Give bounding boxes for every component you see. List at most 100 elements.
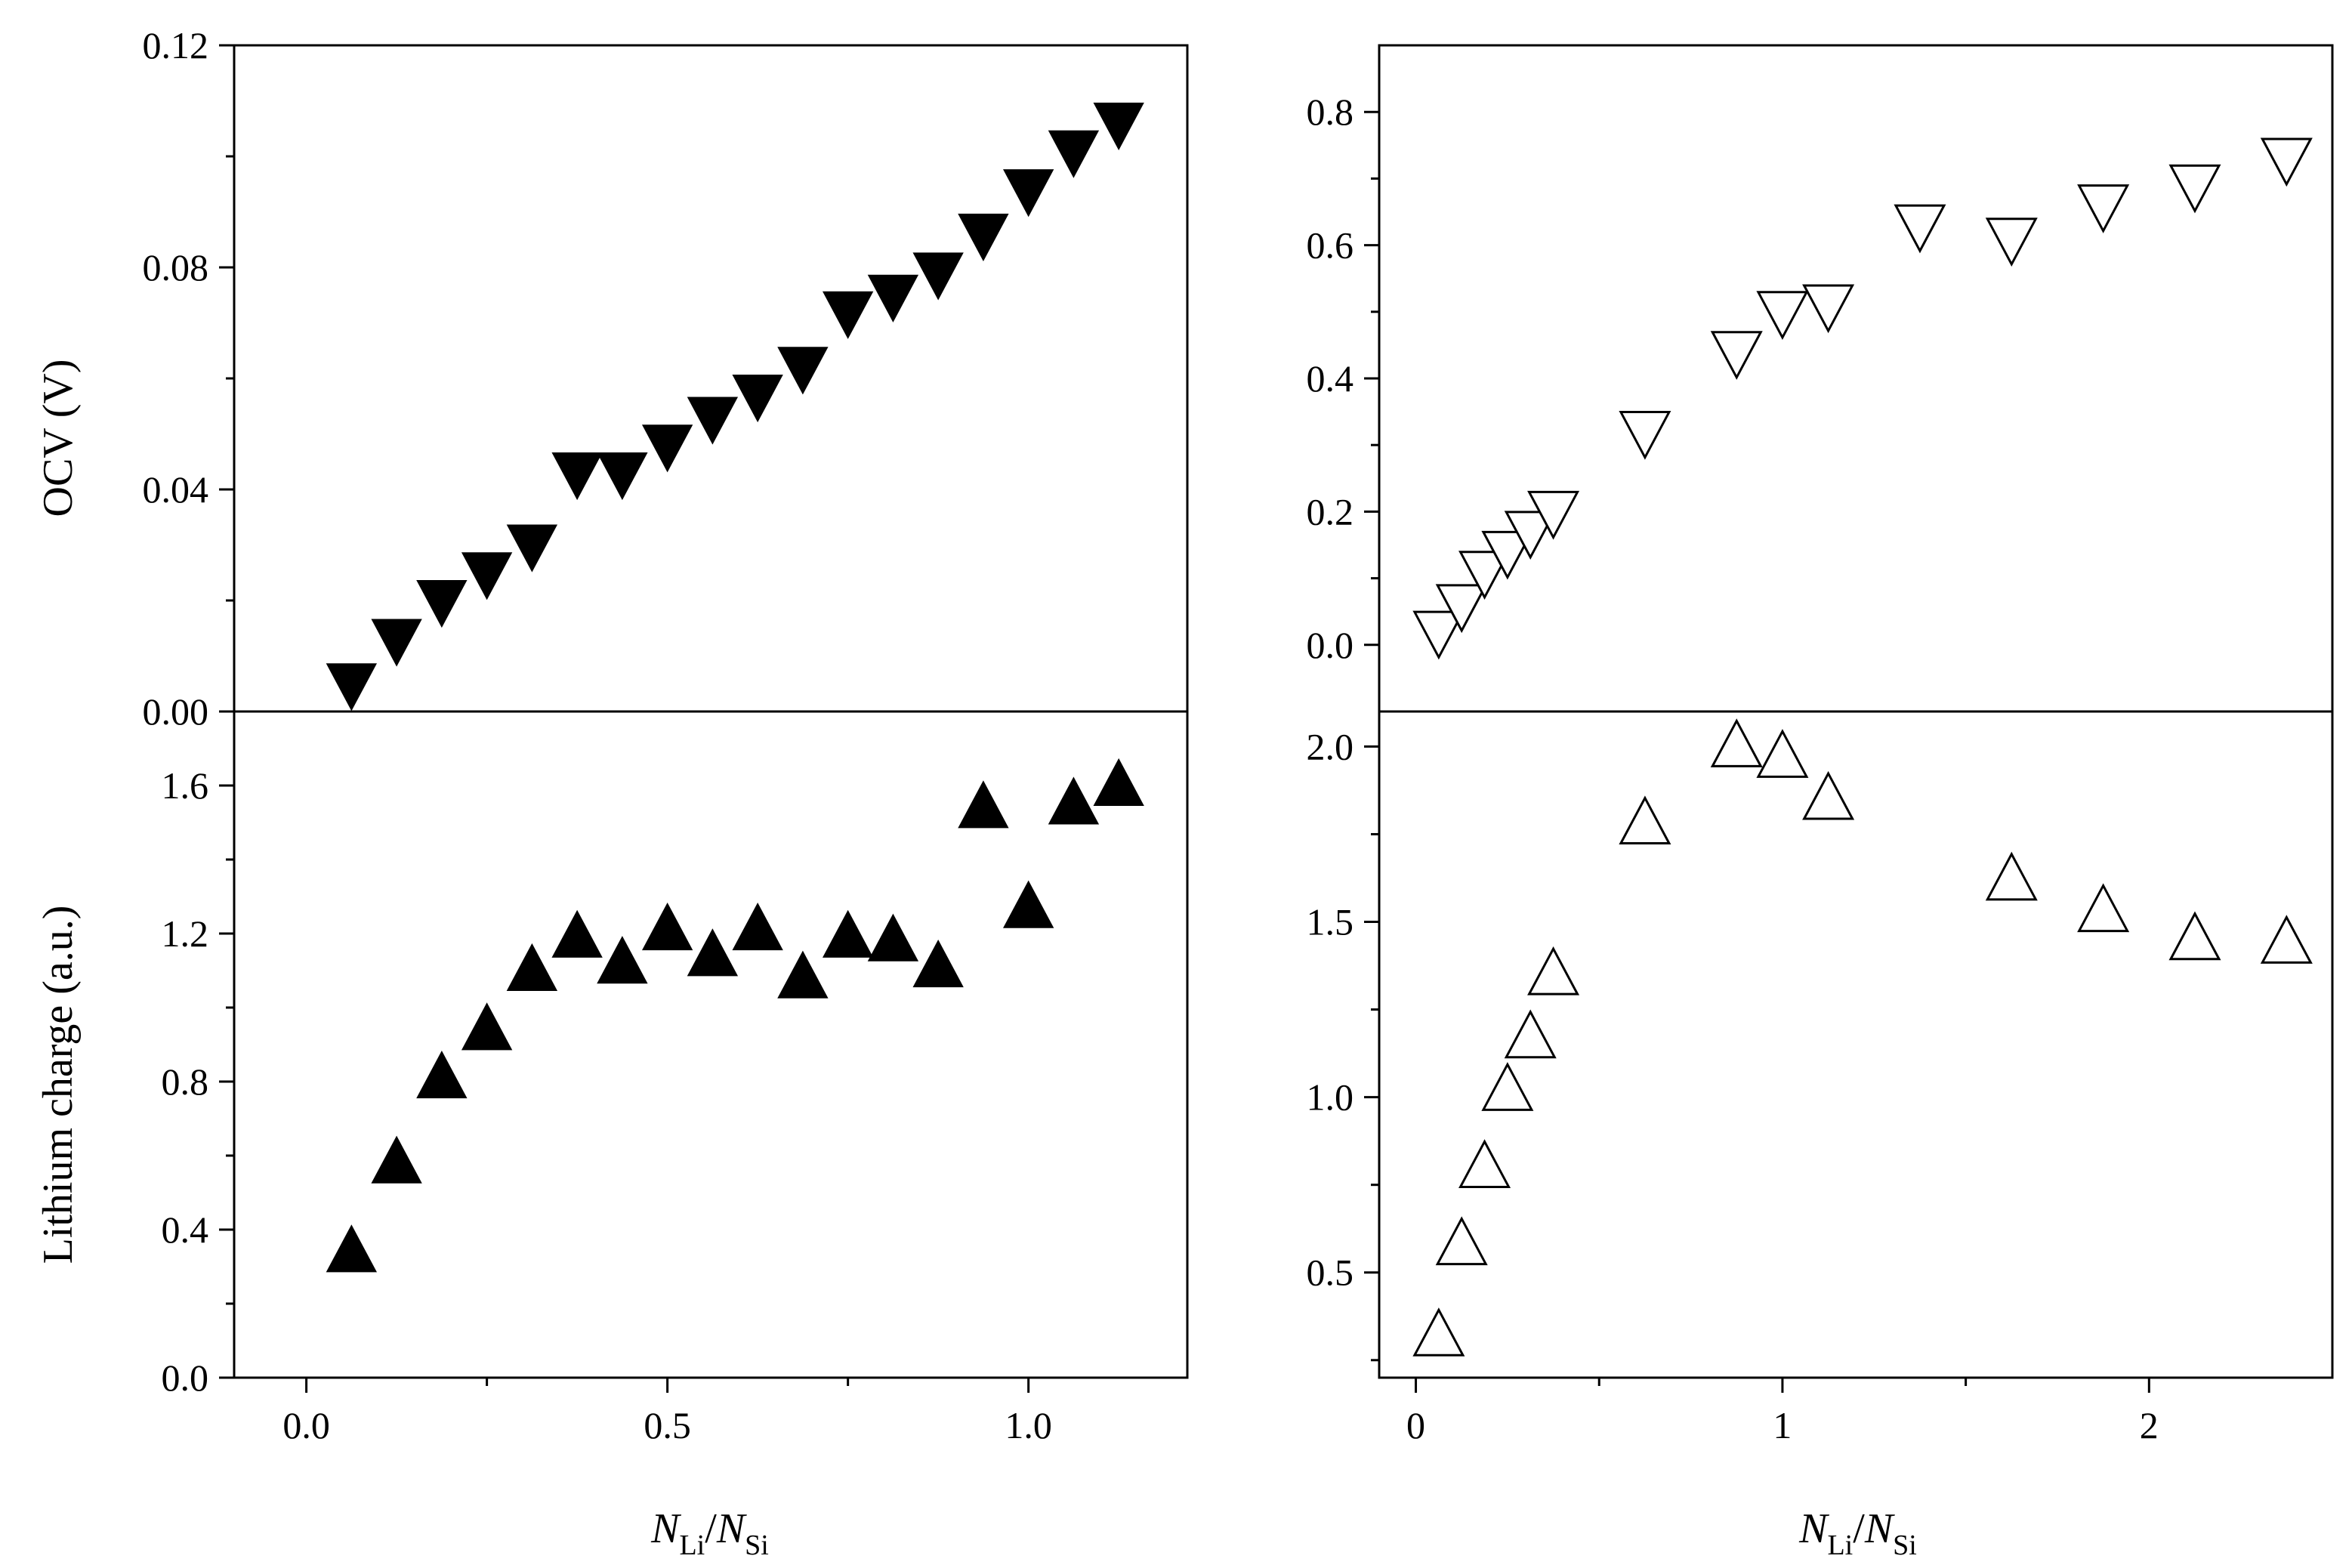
- data-point-marker: [1481, 1062, 1534, 1111]
- data-point-marker: [506, 943, 558, 991]
- y-tick-label: 0.00: [143, 690, 209, 733]
- data-point-marker: [1985, 218, 2038, 267]
- data-point-marker: [1093, 102, 1144, 151]
- right-panel: [1378, 44, 2334, 1379]
- data-point-marker: [958, 213, 1009, 262]
- data-point-marker: [326, 663, 378, 711]
- data-point-marker: [416, 1050, 468, 1099]
- data-point-marker: [1093, 758, 1144, 806]
- data-point-marker: [1481, 530, 1534, 580]
- data-point-marker: [822, 291, 874, 339]
- right-x-axis-title: NLi/NSi: [1798, 1505, 1917, 1561]
- data-point-marker: [461, 1002, 513, 1051]
- y-tick-label: 0.6: [1307, 224, 1354, 267]
- data-point-marker: [912, 939, 964, 988]
- data-point-marker: [1412, 1307, 1465, 1357]
- y-tick-label: 0.0: [1307, 624, 1354, 666]
- data-point-marker: [1710, 718, 1763, 767]
- x-tick-label: 0: [1406, 1404, 1425, 1446]
- data-point-marker: [1504, 511, 1557, 560]
- x-tick-label: 1.0: [1005, 1404, 1052, 1446]
- y-tick-label: 0.0: [162, 1357, 209, 1399]
- x-tick-label: 0.5: [644, 1404, 691, 1446]
- data-point-marker: [551, 452, 603, 501]
- data-point-marker: [1527, 946, 1580, 995]
- x-title-n2: N: [716, 1505, 747, 1552]
- x-tick-label: 0.0: [282, 1404, 330, 1446]
- data-point-marker: [371, 619, 422, 667]
- data-point-marker: [1048, 776, 1100, 825]
- data-point-marker: [2260, 915, 2313, 964]
- y-tick-label: 0.12: [143, 24, 209, 66]
- x-title-sub2: Si: [745, 1529, 769, 1561]
- x-title-slash: /: [705, 1505, 717, 1552]
- data-point-marker: [1458, 1139, 1511, 1188]
- data-point-marker: [1527, 490, 1580, 540]
- y-tick-label: 1.6: [162, 764, 209, 807]
- data-point-marker: [597, 936, 648, 984]
- data-point-marker: [822, 909, 874, 958]
- data-point-marker: [732, 902, 783, 951]
- data-point-marker: [1435, 584, 1488, 634]
- data-point-marker: [958, 780, 1009, 829]
- y-tick-label: 0.8: [1307, 91, 1354, 133]
- data-point-marker: [1504, 1009, 1557, 1059]
- data-point-marker: [2168, 164, 2221, 214]
- data-point-marker: [326, 1224, 378, 1273]
- data-point-marker: [687, 928, 739, 977]
- data-point-marker: [597, 452, 648, 501]
- data-point-marker: [1619, 795, 1671, 845]
- data-point-marker: [461, 552, 513, 600]
- x-title-n2: N: [1864, 1505, 1895, 1552]
- data-point-marker: [1458, 551, 1511, 600]
- data-point-marker: [1619, 411, 1671, 460]
- y-tick-label: 0.08: [143, 246, 209, 289]
- data-point-marker: [551, 909, 603, 958]
- data-point-marker: [2168, 911, 2221, 961]
- data-point-marker: [1048, 130, 1100, 178]
- data-point-marker: [732, 375, 783, 423]
- data-point-marker: [2077, 184, 2130, 233]
- data-point-marker: [1802, 770, 1855, 820]
- y-tick-label: 1.5: [1307, 901, 1354, 943]
- left-x-axis-title: NLi/NSi: [650, 1505, 769, 1561]
- x-tick-label: 1: [1773, 1404, 1792, 1446]
- data-point-marker: [777, 347, 829, 395]
- data-point-marker: [1894, 204, 1946, 254]
- data-point-marker: [867, 913, 919, 961]
- data-point-marker: [1985, 851, 2038, 901]
- data-point-marker: [1756, 291, 1809, 340]
- data-point-marker: [912, 252, 964, 301]
- ocv-left-plot: 0.00 0.04 0.08 0.12: [143, 24, 1144, 733]
- data-point-marker: [2077, 883, 2130, 933]
- data-point-marker: [687, 397, 739, 445]
- data-point-marker: [1756, 729, 1809, 778]
- y-tick-label: 0.8: [162, 1060, 209, 1103]
- y-tick-label: 0.4: [162, 1208, 209, 1251]
- data-point-marker: [1002, 880, 1054, 928]
- charge-right-plot: 0.5 1.0 1.5 2.0 0 1 2: [1307, 718, 2313, 1446]
- data-point-marker: [1710, 331, 1763, 380]
- data-point-marker: [506, 524, 558, 573]
- x-title-n1: N: [650, 1505, 681, 1552]
- data-point-marker: [777, 950, 829, 999]
- x-title-sub2: Si: [1893, 1529, 1917, 1561]
- data-point-marker: [1412, 610, 1465, 660]
- ocv-right-plot: 0.0 0.2 0.4 0.6 0.8: [1307, 91, 2313, 666]
- y-tick-label: 1.0: [1307, 1076, 1354, 1119]
- y-tick-label: 1.2: [162, 912, 209, 955]
- data-point-marker: [2260, 137, 2313, 187]
- y-tick-label: 0.4: [1307, 357, 1354, 400]
- data-point-marker: [416, 580, 468, 628]
- data-point-marker: [867, 274, 919, 323]
- data-point-marker: [371, 1135, 422, 1184]
- y-tick-label: 0.04: [143, 468, 209, 511]
- y-tick-label: 0.2: [1307, 490, 1354, 532]
- charge-left-plot: 0.0 0.4 0.8 1.2 1.6 0.0 0.5 1.0: [162, 758, 1144, 1446]
- y-tick-label: 2.0: [1307, 725, 1354, 767]
- data-point-marker: [641, 902, 693, 951]
- data-point-marker: [1002, 169, 1054, 218]
- y-tick-label: 0.5: [1307, 1252, 1354, 1294]
- x-tick-label: 2: [2140, 1404, 2159, 1446]
